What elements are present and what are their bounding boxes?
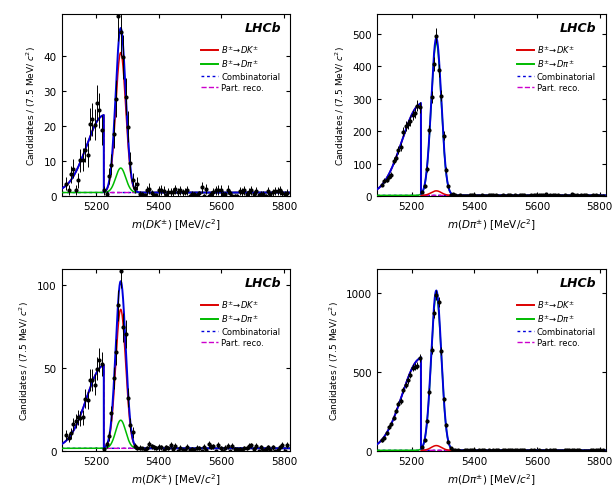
Y-axis label: Candidates / (7.5 MeV/ $c^{2}$): Candidates / (7.5 MeV/ $c^{2}$) (18, 300, 31, 420)
Text: LHCb: LHCb (560, 277, 597, 290)
Text: LHCb: LHCb (560, 22, 597, 35)
Text: LHCb: LHCb (244, 22, 281, 35)
Y-axis label: Candidates / (7.5 MeV/ $c^{2}$): Candidates / (7.5 MeV/ $c^{2}$) (25, 46, 38, 166)
Y-axis label: Candidates / (7.5 MeV/ $c^{2}$): Candidates / (7.5 MeV/ $c^{2}$) (334, 46, 347, 166)
Legend: $B^{\pm}\!\rightarrow\!DK^{\pm}$, $B^{\pm}\!\rightarrow\!D\pi^{\pm}$, Combinator: $B^{\pm}\!\rightarrow\!DK^{\pm}$, $B^{\p… (198, 295, 284, 351)
X-axis label: $m(D\pi^{\pm})$ [MeV/$c^{2}$]: $m(D\pi^{\pm})$ [MeV/$c^{2}$] (447, 217, 536, 232)
Legend: $B^{\pm}\!\rightarrow\!DK^{\pm}$, $B^{\pm}\!\rightarrow\!D\pi^{\pm}$, Combinator: $B^{\pm}\!\rightarrow\!DK^{\pm}$, $B^{\p… (514, 295, 600, 351)
Legend: $B^{\pm}\!\rightarrow\!DK^{\pm}$, $B^{\pm}\!\rightarrow\!D\pi^{\pm}$, Combinator: $B^{\pm}\!\rightarrow\!DK^{\pm}$, $B^{\p… (514, 41, 600, 96)
Text: LHCb: LHCb (244, 277, 281, 290)
Legend: $B^{\pm}\!\rightarrow\!DK^{\pm}$, $B^{\pm}\!\rightarrow\!D\pi^{\pm}$, Combinator: $B^{\pm}\!\rightarrow\!DK^{\pm}$, $B^{\p… (198, 41, 284, 96)
Y-axis label: Candidates / (7.5 MeV/ $c^{2}$): Candidates / (7.5 MeV/ $c^{2}$) (327, 300, 341, 420)
X-axis label: $m(DK^{\pm})$ [MeV/$c^{2}$]: $m(DK^{\pm})$ [MeV/$c^{2}$] (131, 217, 221, 232)
X-axis label: $m(D\pi^{\pm})$ [MeV/$c^{2}$]: $m(D\pi^{\pm})$ [MeV/$c^{2}$] (447, 471, 536, 487)
X-axis label: $m(DK^{\pm})$ [MeV/$c^{2}$]: $m(DK^{\pm})$ [MeV/$c^{2}$] (131, 471, 221, 487)
